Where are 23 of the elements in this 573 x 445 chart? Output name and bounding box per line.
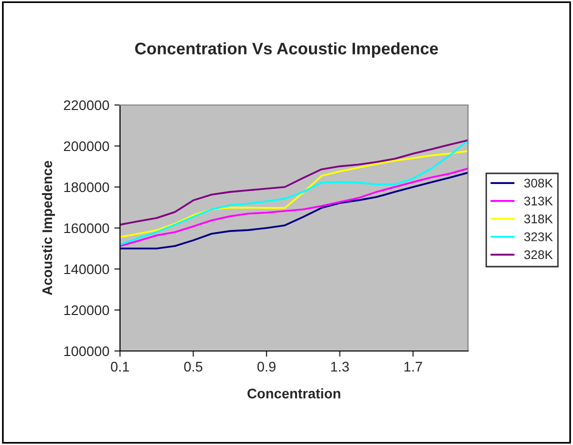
legend-label: 313K xyxy=(524,196,553,206)
line-series xyxy=(120,139,468,246)
x-tick-label: 0.9 xyxy=(257,362,276,372)
y-tick-label: 220000 xyxy=(64,100,110,110)
x-tick-label: 1.7 xyxy=(404,362,422,372)
y-axis-title: Acoustic Impedence xyxy=(42,160,55,296)
x-tick-label: 1.3 xyxy=(331,362,349,372)
y-tick-label: 180000 xyxy=(64,182,110,192)
y-tick-label: 120000 xyxy=(64,305,110,316)
line-series xyxy=(120,139,468,226)
y-tick-label: 100000 xyxy=(64,346,110,356)
x-tick-label: 0.1 xyxy=(110,362,129,372)
legend-label: 308K xyxy=(524,178,553,188)
y-tick-label: 200000 xyxy=(64,141,110,152)
y-tick-label: 140000 xyxy=(64,264,110,274)
x-tick-label: 0.5 xyxy=(184,362,202,372)
x-axis-title: Concentration xyxy=(248,388,340,398)
legend-label: 318K xyxy=(524,214,553,224)
chart-title: Concentration Vs Acoustic Impedence xyxy=(135,42,438,58)
legend-label: 328K xyxy=(524,250,553,260)
y-tick-label: 160000 xyxy=(64,223,110,234)
line-series xyxy=(120,150,468,238)
legend-label: 323K xyxy=(524,232,553,242)
